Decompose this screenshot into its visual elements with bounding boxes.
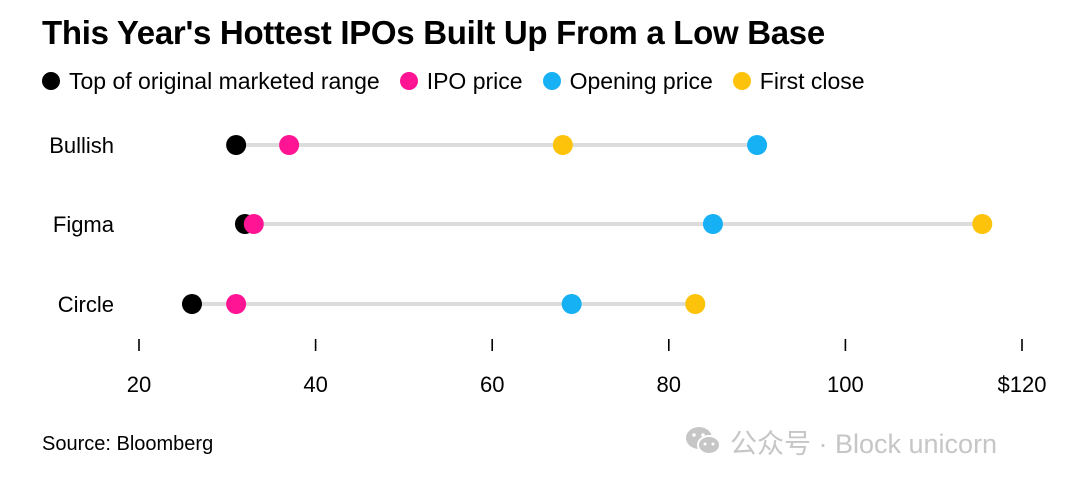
- legend-label-opening-price: Opening price: [569, 67, 713, 94]
- data-point-first-close: [552, 135, 573, 155]
- data-point-first-close: [685, 294, 706, 314]
- watermark-text: 公众号 · Block unicorn: [730, 428, 998, 459]
- data-point-opening-price: [702, 214, 723, 234]
- x-tick-label: 100: [827, 372, 864, 397]
- x-tick-label: 40: [303, 372, 327, 397]
- legend-dot-first-close: [732, 72, 751, 90]
- x-tick-label: 80: [657, 372, 681, 397]
- chart-title: This Year's Hottest IPOs Built Up From a…: [42, 14, 825, 51]
- x-tick-label: 60: [480, 372, 504, 397]
- legend-dot-top-of-range: [42, 72, 60, 90]
- data-point-opening-price: [747, 135, 768, 155]
- data-point-opening-price: [561, 294, 582, 314]
- data-point-first-close: [972, 214, 993, 234]
- category-label: Bullish: [49, 133, 114, 158]
- category-label: Circle: [58, 292, 114, 317]
- data-point-ipo-price: [243, 214, 264, 234]
- watermark: 公众号 · Block unicorn: [684, 424, 998, 459]
- data-point-ipo-price: [226, 294, 247, 314]
- legend-label-top-of-range: Top of original marketed range: [69, 67, 380, 94]
- legend-item-first-close: First close: [732, 67, 865, 95]
- data-point-top-of-original-marketed-range: [226, 135, 247, 155]
- legend-item-top-of-range: Top of original marketed range: [42, 68, 380, 95]
- legend-label-first-close: First close: [759, 67, 865, 94]
- legend-label-ipo-price: IPO price: [426, 67, 523, 94]
- legend: Top of original marketed range IPO price…: [42, 66, 885, 96]
- legend-item-ipo-price: IPO price: [399, 67, 523, 95]
- source-note: Source: Bloomberg: [42, 433, 214, 455]
- legend-dot-ipo-price: [399, 72, 418, 90]
- data-point-top-of-original-marketed-range: [181, 294, 202, 314]
- x-tick-label: 20: [127, 372, 151, 397]
- legend-item-opening-price: Opening price: [542, 67, 713, 95]
- category-label: Figma: [53, 212, 115, 237]
- legend-dot-opening-price: [542, 72, 561, 90]
- x-tick-label: $120: [998, 372, 1047, 397]
- wechat-icon: [686, 427, 721, 455]
- data-point-ipo-price: [279, 135, 300, 155]
